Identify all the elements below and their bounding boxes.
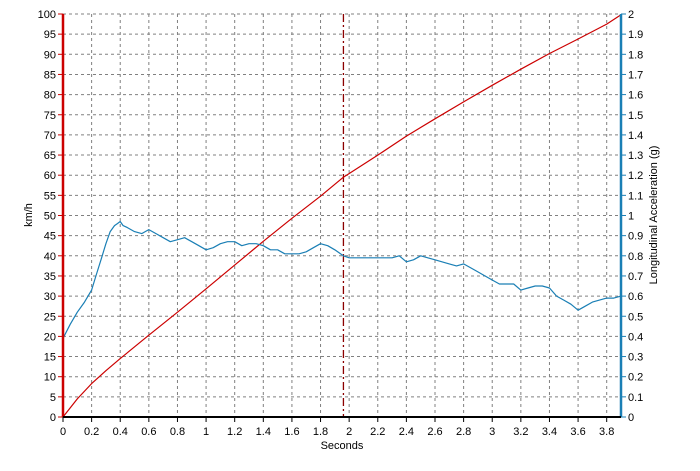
y-left-tick-label: 60: [44, 170, 56, 182]
x-tick-label: 1.2: [227, 426, 242, 438]
y-right-tick-label: 1.6: [628, 90, 643, 102]
y-right-tick-label: 0: [628, 412, 634, 424]
y-right-tick-label: 0.5: [628, 311, 643, 323]
y-left-axis-title: km/h: [23, 203, 35, 227]
x-tick-label: 3.6: [570, 426, 585, 438]
x-tick-label: 0: [60, 426, 66, 438]
y-right-tick-label: 1.5: [628, 110, 643, 122]
y-left-tick-label: 5: [50, 392, 56, 404]
y-left-tick-label: 0: [50, 412, 56, 424]
x-tick-label: 1.6: [284, 426, 299, 438]
y-left-tick-label: 40: [44, 251, 56, 263]
acceleration-series-line: [62, 220, 622, 339]
y-right-tick-label: 0.3: [628, 352, 643, 364]
y-right-tick-label: 0.2: [628, 372, 643, 384]
x-tick-label: 2.2: [370, 426, 385, 438]
y-right-tick-label: 1.7: [628, 69, 643, 81]
y-left-tick-label: 95: [44, 29, 56, 41]
y-left-tick-label: 100: [38, 9, 56, 21]
x-tick-label: 2.6: [427, 426, 442, 438]
y-right-tick-label: 0.1: [628, 392, 643, 404]
y-left-tick-label: 35: [44, 271, 56, 283]
y-right-tick-label: 2: [628, 9, 634, 21]
y-left-tick-label: 90: [44, 49, 56, 61]
x-tick-label: 0.6: [141, 426, 156, 438]
y-left-tick-label: 75: [44, 110, 56, 122]
y-right-axis-title: Longitudinal Acceleration (g): [648, 146, 660, 285]
x-tick-label: 1.8: [313, 426, 328, 438]
x-tick-label: 0.2: [84, 426, 99, 438]
x-tick-label: 1: [203, 426, 209, 438]
y-right-tick-label: 1.8: [628, 49, 643, 61]
x-tick-label: 2.8: [456, 426, 471, 438]
x-tick-label: 3: [489, 426, 495, 438]
x-tick-label: 3.2: [513, 426, 528, 438]
x-tick-label: 2.4: [399, 426, 414, 438]
x-tick-label: 2: [346, 426, 352, 438]
y-left-tick-label: 65: [44, 150, 56, 162]
y-left-tick-label: 30: [44, 291, 56, 303]
y-right-tick-label: 1.3: [628, 150, 643, 162]
y-left-tick-label: 20: [44, 331, 56, 343]
x-tick-label: 0.4: [113, 426, 128, 438]
x-tick-label: 0.8: [170, 426, 185, 438]
y-left-tick-label: 80: [44, 90, 56, 102]
y-left-tick-label: 15: [44, 352, 56, 364]
x-tick-label: 1.4: [256, 426, 271, 438]
y-right-tick-label: 1: [628, 211, 634, 223]
speed-series-line: [62, 14, 622, 418]
y-left-tick-label: 25: [44, 311, 56, 323]
x-tick-label: 3.4: [542, 426, 557, 438]
y-left-tick-label: 70: [44, 130, 56, 142]
y-right-tick-label: 0.6: [628, 291, 643, 303]
y-left-tick-label: 45: [44, 231, 56, 243]
y-right-tick-label: 0.7: [628, 271, 643, 283]
y-right-tick-label: 1.1: [628, 190, 643, 202]
y-right-tick-label: 1.2: [628, 170, 643, 182]
y-right-tick-label: 0.4: [628, 331, 643, 343]
y-right-tick-label: 1.9: [628, 29, 643, 41]
x-axis-title: Seconds: [321, 440, 364, 452]
y-left-tick-label: 85: [44, 69, 56, 81]
y-right-tick-label: 1.4: [628, 130, 643, 142]
y-right-tick-label: 0.8: [628, 251, 643, 263]
y-left-tick-label: 50: [44, 211, 56, 223]
y-right-tick-label: 0.9: [628, 231, 643, 243]
y-left-tick-label: 55: [44, 190, 56, 202]
y-left-tick-label: 10: [44, 372, 56, 384]
x-tick-label: 3.8: [599, 426, 614, 438]
